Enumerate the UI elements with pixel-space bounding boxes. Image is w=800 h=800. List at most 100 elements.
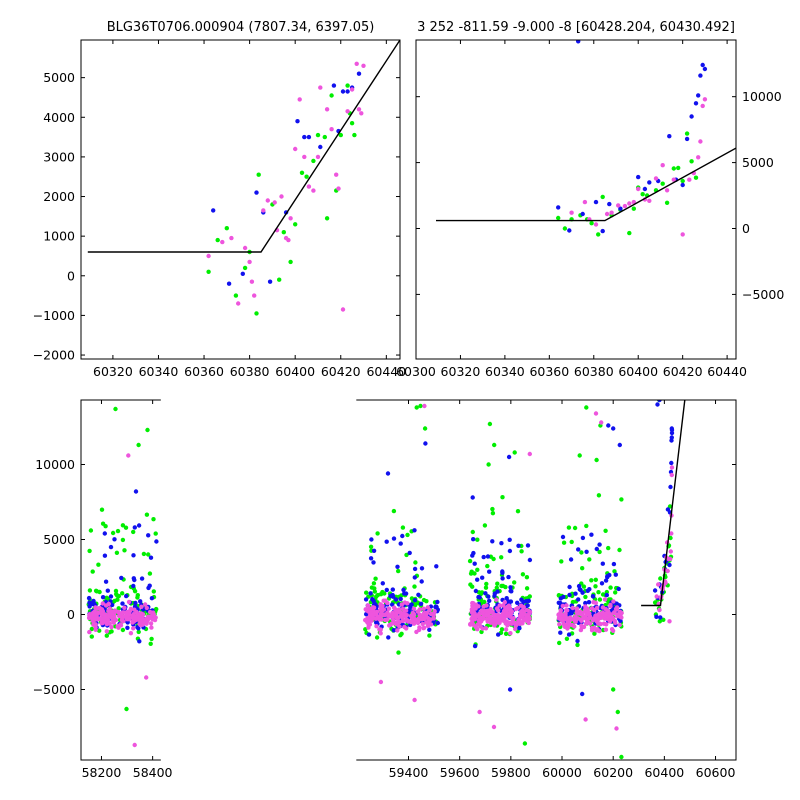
data-point-blue xyxy=(668,484,673,490)
data-point-pink xyxy=(527,451,532,457)
data-point-green xyxy=(115,528,121,534)
data-point-green xyxy=(131,529,136,535)
data-point-pink xyxy=(93,622,98,627)
data-point-pink xyxy=(373,616,379,621)
data-point-pink xyxy=(420,621,425,627)
data-point-blue xyxy=(597,542,602,547)
data-point-green xyxy=(689,159,694,164)
data-point-pink xyxy=(297,97,302,102)
data-point-blue xyxy=(586,600,592,605)
data-point-pink xyxy=(378,679,384,685)
data-point-blue xyxy=(613,572,618,577)
data-point-blue xyxy=(124,593,129,599)
data-point-green xyxy=(564,636,570,641)
data-point-pink xyxy=(417,614,423,619)
data-point-blue xyxy=(386,635,391,640)
data-point-pink xyxy=(653,176,659,181)
data-point-green xyxy=(661,617,666,622)
data-point-pink xyxy=(589,628,595,633)
data-point-blue xyxy=(331,83,337,88)
data-point-green xyxy=(135,595,140,600)
data-point-pink xyxy=(105,620,110,626)
data-point-green xyxy=(427,633,432,638)
data-point-green xyxy=(579,550,584,555)
data-point-pink xyxy=(616,203,621,208)
data-point-blue xyxy=(508,599,514,604)
data-point-pink xyxy=(575,609,580,615)
data-point-pink xyxy=(478,617,484,623)
data-point-pink xyxy=(130,618,136,624)
data-point-blue xyxy=(418,601,424,606)
data-point-blue xyxy=(409,602,414,607)
data-point-pink xyxy=(403,608,409,613)
data-point-blue xyxy=(149,596,155,601)
data-point-pink xyxy=(398,613,404,619)
data-point-pink xyxy=(517,621,523,626)
data-point-pink xyxy=(363,617,368,623)
data-point-pink xyxy=(665,568,670,574)
data-point-green xyxy=(120,627,126,633)
data-point-green xyxy=(676,165,681,171)
data-point-pink xyxy=(116,609,121,615)
data-point-pink xyxy=(477,709,482,715)
x-tick-label: 60360 xyxy=(529,364,569,379)
data-point-blue xyxy=(606,423,611,428)
data-point-green xyxy=(664,200,670,205)
data-point-pink xyxy=(559,616,564,621)
data-point-green xyxy=(596,493,602,498)
data-point-pink xyxy=(361,63,366,68)
data-point-green xyxy=(103,524,108,529)
data-point-blue xyxy=(368,591,373,596)
data-point-blue xyxy=(483,591,488,596)
data-point-pink xyxy=(668,556,673,562)
data-point-green xyxy=(556,215,561,221)
data-point-pink xyxy=(563,611,568,616)
data-point-blue xyxy=(669,427,675,433)
data-point-blue xyxy=(470,495,475,500)
data-point-blue xyxy=(393,597,399,602)
data-point-pink xyxy=(510,616,515,622)
data-point-pink xyxy=(578,627,584,633)
data-point-pink xyxy=(470,609,475,614)
data-point-blue xyxy=(135,625,140,630)
data-point-pink xyxy=(518,603,524,608)
data-point-blue xyxy=(481,554,486,560)
data-point-blue xyxy=(100,595,106,600)
data-point-pink xyxy=(150,617,155,622)
data-point-pink xyxy=(402,624,407,630)
data-point-blue xyxy=(667,562,672,568)
x-tick-label: 60420 xyxy=(663,364,703,379)
data-point-green xyxy=(503,631,509,636)
data-point-green xyxy=(491,556,496,562)
plot-area xyxy=(86,400,686,760)
x-tick-label: 60340 xyxy=(139,364,179,379)
data-point-green xyxy=(557,640,562,646)
data-point-blue xyxy=(652,588,658,593)
data-point-pink xyxy=(513,623,518,628)
data-point-green xyxy=(345,83,350,88)
data-point-green xyxy=(597,549,602,555)
data-point-pink xyxy=(126,453,131,458)
data-point-pink xyxy=(380,603,385,608)
data-point-pink xyxy=(484,613,489,618)
data-point-green xyxy=(329,93,334,98)
data-point-pink xyxy=(636,186,641,192)
data-point-pink xyxy=(359,111,364,116)
data-point-pink xyxy=(680,232,685,237)
data-point-pink xyxy=(526,608,531,614)
data-point-pink xyxy=(668,549,673,554)
data-point-pink xyxy=(583,717,588,722)
data-point-pink xyxy=(567,615,573,620)
data-point-blue xyxy=(226,281,232,286)
data-point-blue xyxy=(119,575,124,581)
data-point-blue xyxy=(412,528,417,533)
data-point-blue xyxy=(131,583,136,589)
data-point-pink xyxy=(409,616,415,621)
data-point-blue xyxy=(507,687,513,692)
data-point-pink xyxy=(421,606,426,611)
data-point-green xyxy=(89,634,95,639)
data-point-pink xyxy=(136,615,141,621)
data-point-pink xyxy=(606,610,611,615)
data-point-pink xyxy=(567,622,573,627)
data-point-pink xyxy=(236,301,241,306)
